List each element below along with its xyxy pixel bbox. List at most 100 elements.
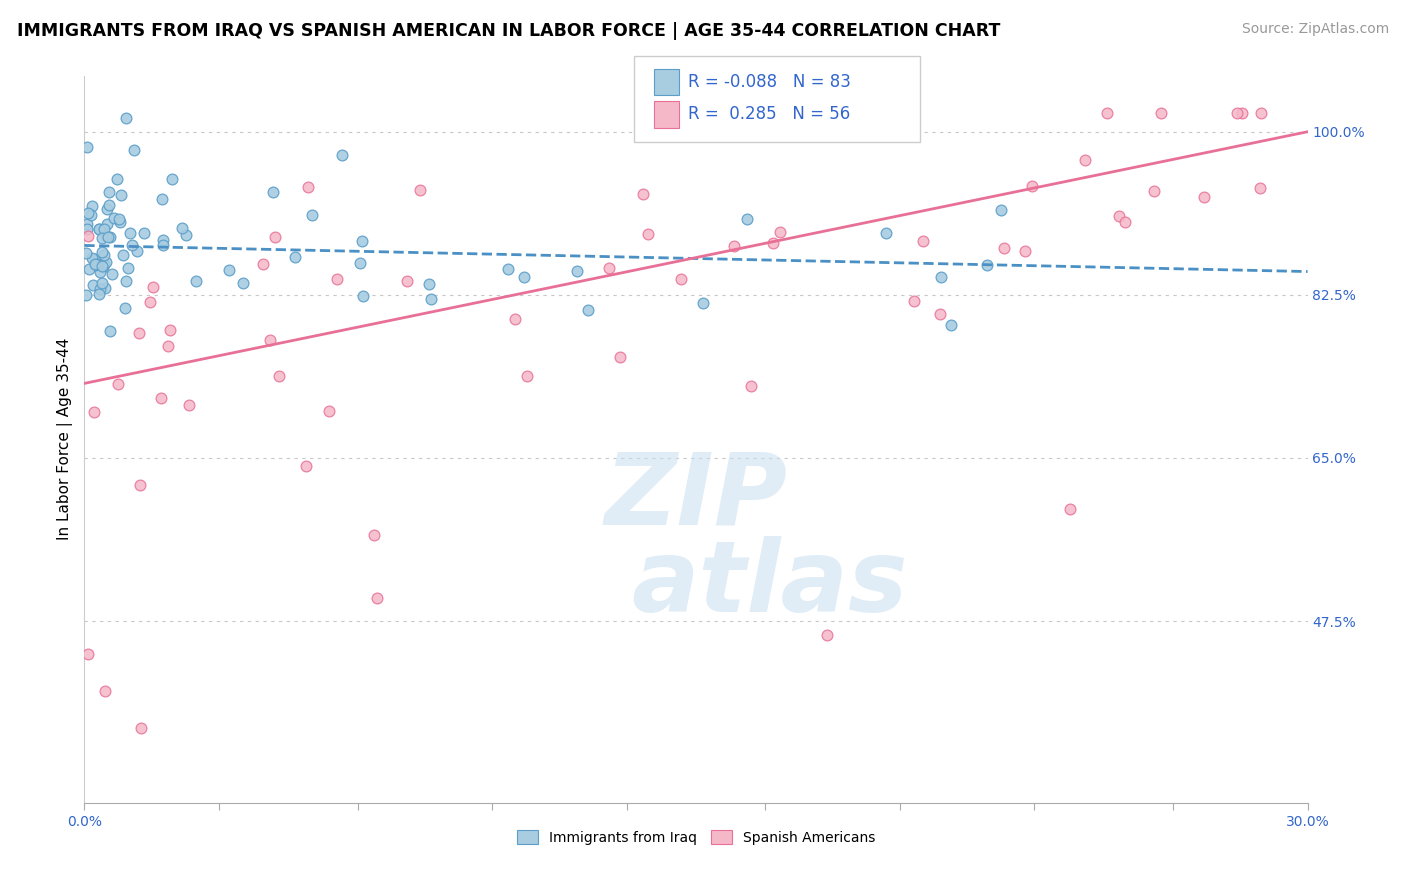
Point xyxy=(103,211,125,225)
Point xyxy=(418,277,440,291)
Point xyxy=(77,647,100,661)
Point xyxy=(114,274,136,288)
Point xyxy=(352,289,374,303)
Point xyxy=(631,186,654,201)
Point xyxy=(1021,178,1043,193)
Point xyxy=(177,398,200,412)
Point xyxy=(409,183,432,197)
Point xyxy=(366,591,388,605)
Point xyxy=(156,339,179,353)
Point xyxy=(76,140,98,154)
Point xyxy=(349,256,371,270)
Point xyxy=(101,267,124,281)
Point xyxy=(1114,215,1136,229)
Point xyxy=(567,264,589,278)
Point xyxy=(1226,106,1249,120)
Point xyxy=(976,258,998,272)
Point xyxy=(94,280,117,294)
Point xyxy=(121,238,143,252)
Point xyxy=(990,203,1012,218)
Point xyxy=(90,277,112,291)
Point xyxy=(93,248,115,262)
Point xyxy=(903,293,925,308)
Point xyxy=(350,234,373,248)
Point xyxy=(420,292,443,306)
Point xyxy=(91,260,114,274)
Point xyxy=(96,217,118,231)
Point xyxy=(90,231,112,245)
Point xyxy=(1143,184,1166,198)
Point xyxy=(1230,106,1253,120)
Point xyxy=(637,227,659,242)
Point xyxy=(128,478,150,492)
Point xyxy=(83,405,105,419)
Point xyxy=(127,244,149,258)
Point xyxy=(76,222,98,236)
Point xyxy=(149,391,172,405)
Point xyxy=(96,255,118,269)
Point xyxy=(692,296,714,310)
Point xyxy=(269,369,291,384)
Y-axis label: In Labor Force | Age 35-44: In Labor Force | Age 35-44 xyxy=(58,338,73,541)
Point xyxy=(284,250,307,264)
Point xyxy=(232,276,254,290)
Point xyxy=(128,326,150,341)
Point xyxy=(108,212,131,227)
Point xyxy=(118,226,141,240)
Point xyxy=(318,403,340,417)
Point xyxy=(152,233,174,247)
Point xyxy=(142,280,165,294)
Point xyxy=(82,199,104,213)
Point xyxy=(769,225,792,239)
Point xyxy=(262,185,284,199)
Point xyxy=(86,257,108,271)
Point xyxy=(97,230,120,244)
Point xyxy=(301,208,323,222)
Point xyxy=(184,274,207,288)
Point xyxy=(138,294,160,309)
Point xyxy=(93,257,115,271)
Point xyxy=(77,262,100,277)
Point xyxy=(516,368,538,383)
Point xyxy=(115,111,138,125)
Point xyxy=(160,172,183,186)
Point xyxy=(89,265,111,279)
Point xyxy=(939,318,962,332)
Text: Source: ZipAtlas.com: Source: ZipAtlas.com xyxy=(1241,22,1389,37)
Point xyxy=(110,214,132,228)
Point xyxy=(110,188,132,202)
Point xyxy=(98,324,121,338)
Point xyxy=(98,230,121,244)
Point xyxy=(83,257,105,271)
Point xyxy=(1059,502,1081,516)
Point xyxy=(297,180,319,194)
Point xyxy=(129,721,152,735)
Text: atlas: atlas xyxy=(631,536,908,633)
Point xyxy=(89,221,111,235)
Point xyxy=(96,202,118,216)
Text: IMMIGRANTS FROM IRAQ VS SPANISH AMERICAN IN LABOR FORCE | AGE 35-44 CORRELATION : IMMIGRANTS FROM IRAQ VS SPANISH AMERICAN… xyxy=(17,22,1000,40)
Point xyxy=(513,270,536,285)
Point xyxy=(735,212,758,227)
Point xyxy=(84,258,107,272)
Point xyxy=(330,148,353,162)
Point xyxy=(94,229,117,244)
Point xyxy=(105,171,128,186)
Point xyxy=(911,234,934,248)
Point xyxy=(929,270,952,285)
Point xyxy=(1250,106,1272,120)
Point xyxy=(363,528,385,542)
Text: R = -0.088   N = 83: R = -0.088 N = 83 xyxy=(688,73,851,91)
Point xyxy=(83,252,105,266)
Point xyxy=(218,263,240,277)
Point xyxy=(87,287,110,301)
Point xyxy=(259,333,281,347)
Point xyxy=(91,245,114,260)
Point xyxy=(174,228,197,243)
Point xyxy=(152,238,174,252)
Point xyxy=(396,274,419,288)
Point xyxy=(97,198,120,212)
Point xyxy=(150,192,173,206)
Point xyxy=(89,221,111,235)
Point xyxy=(93,221,115,235)
